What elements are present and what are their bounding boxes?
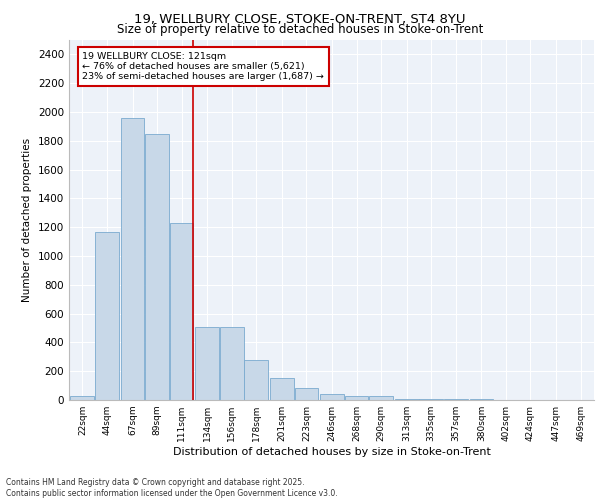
Bar	[196, 326, 219, 400]
Bar	[70, 396, 94, 400]
Bar	[95, 232, 119, 400]
Bar	[395, 398, 419, 400]
Bar	[145, 134, 169, 400]
X-axis label: Distribution of detached houses by size in Stoke-on-Trent: Distribution of detached houses by size …	[173, 447, 490, 457]
Bar	[295, 388, 319, 400]
Bar	[220, 326, 244, 400]
Text: Contains HM Land Registry data © Crown copyright and database right 2025.
Contai: Contains HM Land Registry data © Crown c…	[6, 478, 338, 498]
Text: Size of property relative to detached houses in Stoke-on-Trent: Size of property relative to detached ho…	[117, 22, 483, 36]
Bar	[270, 378, 294, 400]
Bar	[170, 223, 193, 400]
Bar	[344, 396, 368, 400]
Bar	[320, 394, 344, 400]
Bar	[369, 396, 393, 400]
Bar	[121, 118, 145, 400]
Bar	[244, 360, 268, 400]
Text: 19 WELLBURY CLOSE: 121sqm
← 76% of detached houses are smaller (5,621)
23% of se: 19 WELLBURY CLOSE: 121sqm ← 76% of detac…	[82, 52, 324, 82]
Text: 19, WELLBURY CLOSE, STOKE-ON-TRENT, ST4 8YU: 19, WELLBURY CLOSE, STOKE-ON-TRENT, ST4 …	[134, 12, 466, 26]
Y-axis label: Number of detached properties: Number of detached properties	[22, 138, 32, 302]
